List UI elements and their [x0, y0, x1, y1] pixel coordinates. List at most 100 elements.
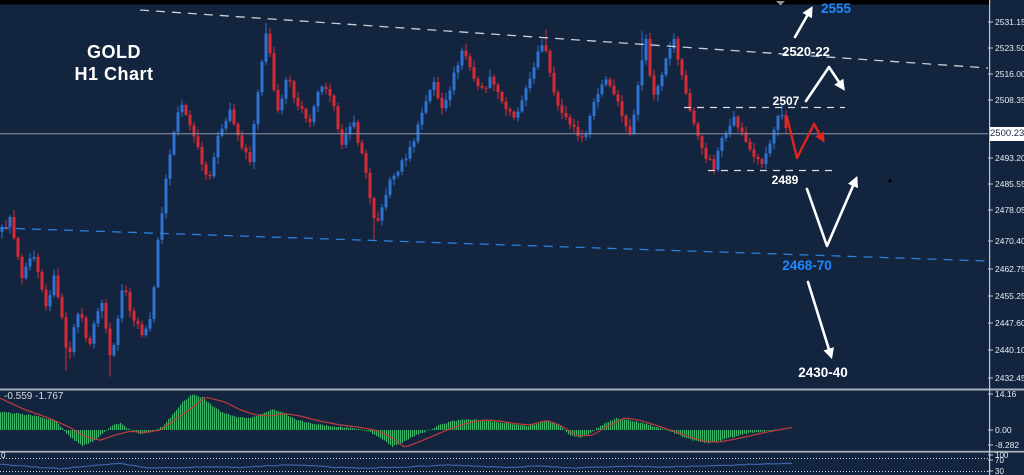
macd-bar: [456, 420, 458, 430]
macd-bar: [720, 430, 722, 442]
macd-bar: [226, 413, 228, 430]
candle-body: [472, 67, 476, 79]
macd-bar: [346, 427, 348, 430]
axis-tick-label: -8.282: [995, 440, 1019, 450]
candle-body: [24, 266, 28, 279]
macd-bar: [650, 424, 652, 430]
candle-body: [528, 78, 532, 89]
candle-body: [344, 133, 348, 145]
candle-body: [116, 318, 120, 345]
macd-bar: [104, 430, 106, 432]
macd-bar: [750, 430, 752, 433]
macd-bar: [110, 426, 112, 430]
macd-bar: [36, 416, 38, 430]
price-axis[interactable]: 2531.15 2523.50 2516.00 2508.35 2493.20 2485.…: [988, 17, 1024, 475]
macd-bar: [670, 430, 672, 432]
macd-bar: [566, 430, 568, 433]
chart-title-timeframe: H1 Chart: [74, 64, 154, 84]
macd-bar: [590, 430, 592, 434]
macd-bar: [108, 428, 110, 430]
macd-bar: [284, 413, 286, 430]
macd-bar: [6, 412, 8, 430]
macd-bar: [274, 409, 276, 430]
macd-bar: [374, 430, 376, 435]
candle-body: [468, 56, 472, 68]
candles-group[interactable]: [0, 22, 788, 377]
candle-body: [460, 50, 464, 66]
macd-bar: [320, 424, 322, 430]
candle-body: [600, 84, 604, 95]
macd-bar: [368, 430, 370, 432]
candle-body: [736, 116, 740, 128]
candle-body: [232, 109, 236, 125]
macd-bar: [378, 430, 380, 437]
candle-body: [604, 79, 608, 85]
macd-bar: [646, 423, 648, 430]
macd-bar: [768, 430, 770, 431]
macd-bar: [100, 430, 102, 436]
candle-body: [648, 38, 652, 76]
macd-bar: [764, 430, 766, 432]
oscillator-panel[interactable]: [0, 458, 988, 472]
macd-bar: [0, 412, 2, 430]
candle-body: [444, 100, 448, 109]
macd-bar: [402, 430, 404, 443]
macd-bar: [470, 419, 472, 430]
candle-body: [32, 256, 36, 259]
macd-bar: [550, 422, 552, 430]
candle-body: [480, 85, 484, 88]
macd-bar: [618, 418, 620, 430]
candle-body: [636, 85, 640, 115]
macd-bar: [18, 413, 20, 430]
macd-bar: [128, 428, 130, 430]
candle-body: [652, 75, 656, 95]
macd-bar: [690, 430, 692, 439]
macd-bar: [96, 430, 98, 440]
candle-body: [80, 314, 84, 318]
macd-bar: [238, 417, 240, 430]
macd-bar: [234, 415, 236, 430]
macd-bar: [466, 419, 468, 430]
candle-body: [92, 323, 96, 344]
annotation-target-2555: 2555: [820, 1, 852, 17]
macd-bar: [584, 430, 586, 436]
candle-body: [784, 115, 788, 129]
candle-body: [316, 91, 320, 107]
macd-bar: [356, 429, 358, 430]
macd-bar: [576, 430, 578, 437]
candle-body: [428, 89, 432, 102]
macd-bar: [178, 407, 180, 430]
axis-tick-label: 2523.50: [995, 43, 1024, 53]
macd-bar: [20, 414, 22, 430]
macd-bar: [182, 401, 184, 430]
macd-bar: [318, 424, 320, 430]
candle-body: [276, 90, 280, 111]
macd-bar: [482, 420, 484, 430]
macd-bar: [264, 412, 266, 430]
macd-bar: [348, 428, 350, 430]
macd-bar: [686, 430, 688, 438]
candle-body: [504, 101, 508, 110]
candle-body: [568, 117, 572, 125]
candle-body: [112, 344, 116, 356]
macd-bar: [654, 426, 656, 430]
macd-bar: [92, 430, 94, 442]
macd-bar: [304, 422, 306, 430]
macd-bar: [622, 418, 624, 430]
macd-bar: [326, 425, 328, 430]
candle-body: [68, 347, 72, 352]
candle-body: [644, 38, 648, 61]
candle-body: [52, 275, 56, 296]
macd-bar: [476, 419, 478, 430]
macd-bar: [652, 426, 654, 430]
macd-panel[interactable]: [0, 394, 793, 448]
candle-body: [632, 114, 636, 134]
macd-bar: [632, 421, 634, 430]
macd-bar: [578, 430, 580, 437]
macd-bar: [246, 418, 248, 430]
macd-bar: [210, 403, 212, 430]
macd-bar: [180, 404, 182, 430]
candle-body: [684, 75, 688, 94]
